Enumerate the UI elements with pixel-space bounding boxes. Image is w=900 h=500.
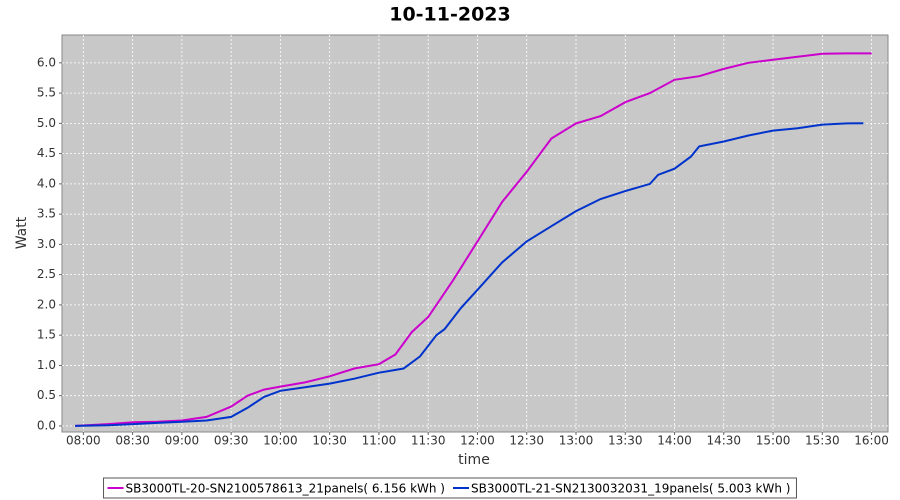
x-tick-label: 10:00 xyxy=(263,434,298,448)
x-tick-label: 12:30 xyxy=(509,434,544,448)
plot-area xyxy=(61,34,889,433)
x-tick-label: 09:00 xyxy=(165,434,200,448)
x-tick-label: 09:30 xyxy=(214,434,249,448)
series-line xyxy=(75,122,864,427)
y-tick-label: 1.5 xyxy=(37,328,56,342)
x-tick-label: 13:00 xyxy=(559,434,594,448)
chart-title: 10-11-2023 xyxy=(389,4,511,26)
legend: SB3000TL-20-SN2100578613_21panels( 6.156… xyxy=(103,477,797,499)
y-tick-label: 1.0 xyxy=(37,358,56,372)
y-tick-label: 2.0 xyxy=(37,297,56,311)
y-tick-label: 5.0 xyxy=(37,116,56,130)
legend-label: SB3000TL-20-SN2100578613_21panels( 6.156… xyxy=(126,482,445,496)
y-tick-label: 0.0 xyxy=(37,418,56,432)
x-tick-label: 12:00 xyxy=(460,434,495,448)
y-tick-label: 3.5 xyxy=(37,207,56,221)
y-tick-label: 2.5 xyxy=(37,267,56,281)
x-tick-label: 13:30 xyxy=(608,434,643,448)
x-tick-label: 08:00 xyxy=(66,434,101,448)
x-axis-label: time xyxy=(458,452,490,468)
x-tick-label: 16:00 xyxy=(854,434,889,448)
y-tick-label: 4.0 xyxy=(37,176,56,190)
x-tick-label: 11:30 xyxy=(411,434,446,448)
x-tick-label: 15:30 xyxy=(805,434,840,448)
y-axis-label: Watt xyxy=(14,216,30,249)
legend-label: SB3000TL-21-SN2130032031_19panels( 5.003… xyxy=(471,482,790,496)
x-tick-label: 15:00 xyxy=(756,434,791,448)
y-tick-label: 5.5 xyxy=(37,86,56,100)
x-tick-label: 10:30 xyxy=(312,434,347,448)
y-tick-label: 3.0 xyxy=(37,237,56,251)
series-line xyxy=(75,52,872,427)
x-tick-label: 11:00 xyxy=(362,434,397,448)
y-tick-label: 0.5 xyxy=(37,388,56,402)
x-tick-label: 08:30 xyxy=(115,434,150,448)
y-tick-label: 4.5 xyxy=(37,146,56,160)
legend-box xyxy=(103,477,797,499)
y-tick-label: 6.0 xyxy=(37,55,56,69)
x-tick-label: 14:30 xyxy=(706,434,741,448)
x-tick-label: 14:00 xyxy=(657,434,692,448)
